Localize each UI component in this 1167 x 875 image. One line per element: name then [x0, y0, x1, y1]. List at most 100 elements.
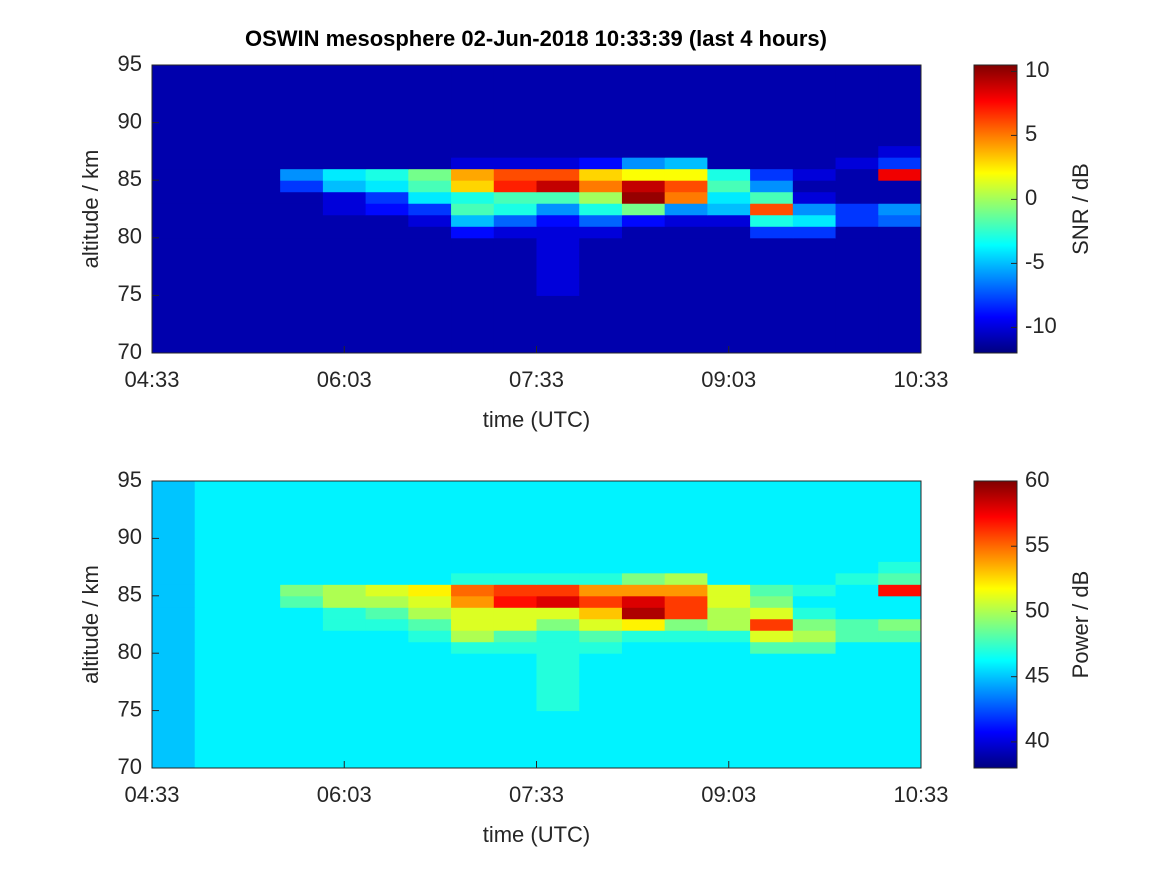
heatmap-cell [664, 641, 708, 654]
heatmap-cell [835, 584, 879, 597]
heatmap-cell [878, 65, 922, 124]
heatmap-cell [280, 595, 324, 608]
heatmap-cell [664, 538, 708, 562]
heatmap-cell [579, 653, 623, 712]
x-tick-label: 07:33 [509, 367, 564, 392]
heatmap-cell [365, 584, 409, 597]
heatmap-cell [237, 180, 281, 193]
heatmap-cell [322, 481, 367, 539]
heatmap-cell [237, 168, 281, 181]
heatmap-cell [451, 122, 495, 147]
heatmap-cell [408, 191, 452, 204]
heatmap-cell [835, 595, 879, 608]
heatmap-cell [451, 65, 495, 124]
heatmap-cell [280, 653, 324, 712]
colorbar-tick-label: 40 [1025, 728, 1049, 753]
heatmap-cell [707, 157, 751, 170]
heatmap-cell [365, 618, 409, 631]
heatmap-cell [152, 641, 196, 654]
heatmap-cell [835, 145, 879, 158]
heatmap-cell [835, 561, 879, 574]
heatmap-cell [579, 203, 623, 216]
heatmap-cell [493, 157, 537, 170]
heatmap-cell [365, 607, 409, 620]
heatmap-cell [408, 607, 452, 620]
heatmap-cell [835, 630, 879, 643]
chart-title: OSWIN mesosphere 02-Jun-2018 10:33:39 (l… [245, 26, 827, 51]
heatmap-cell [322, 203, 367, 216]
heatmap-cell [536, 481, 580, 539]
heatmap-cell [322, 226, 367, 239]
heatmap-cell [194, 481, 238, 539]
heatmap-cell [750, 572, 794, 585]
heatmap-cell [280, 572, 324, 585]
y-tick-label: 75 [118, 281, 142, 306]
heatmap-cell [792, 203, 837, 216]
heatmap-cell [152, 538, 196, 562]
heatmap-cell [664, 226, 708, 239]
heatmap-cell [579, 226, 623, 239]
heatmap-cell [664, 237, 708, 296]
heatmap-cell [878, 122, 922, 147]
heatmap-cell [621, 595, 666, 608]
heatmap-cell [750, 561, 794, 574]
heatmap-cell [579, 572, 623, 585]
heatmap-cell [792, 618, 837, 631]
heatmap-cell [365, 191, 409, 204]
heatmap-cell [237, 630, 281, 643]
heatmap-cell [792, 157, 837, 170]
heatmap-cell [194, 630, 238, 643]
heatmap-cell [451, 481, 495, 539]
heatmap-cell [707, 295, 751, 354]
heatmap-cell [408, 180, 452, 193]
heatmap-cell [750, 168, 794, 181]
heatmap-cell [322, 168, 367, 181]
heatmap-cell [280, 641, 324, 654]
heatmap-cell [152, 214, 196, 227]
heatmap-cell [408, 203, 452, 216]
heatmap-cell [408, 618, 452, 631]
heatmap-cell [792, 561, 837, 574]
heatmap-cell [451, 157, 495, 170]
heatmap-cell [878, 630, 922, 643]
heatmap-cell [707, 572, 751, 585]
heatmap-cell [835, 538, 879, 562]
heatmap-cell [579, 618, 623, 631]
heatmap-cell [792, 538, 837, 562]
heatmap-cell [750, 122, 794, 147]
heatmap-cell [835, 653, 879, 712]
heatmap-cell [365, 168, 409, 181]
heatmap-cell [792, 180, 837, 193]
colorbar-tick-label: -10 [1025, 313, 1057, 338]
heatmap-cell [792, 65, 837, 124]
heatmap-cell [621, 561, 666, 574]
heatmap-cell [621, 607, 666, 620]
heatmap-cell [878, 180, 922, 193]
heatmap-cell [493, 618, 537, 631]
heatmap-cell [835, 180, 879, 193]
heatmap-cell [194, 122, 238, 147]
heatmap-cell [237, 122, 281, 147]
heatmap-cell [579, 65, 623, 124]
heatmap-cell [451, 226, 495, 239]
heatmap-cell [707, 653, 751, 712]
heatmap-cell [621, 618, 666, 631]
heatmap-cell [493, 538, 537, 562]
heatmap-cell [750, 710, 794, 769]
heatmap-cell [451, 295, 495, 354]
heatmap-cell [365, 203, 409, 216]
heatmap-cell [237, 561, 281, 574]
heatmap-cell [365, 122, 409, 147]
heatmap-cell [707, 203, 751, 216]
heatmap-cell [792, 168, 837, 181]
heatmap-cell [194, 538, 238, 562]
heatmap-cell [664, 584, 708, 597]
heatmap-cell [835, 65, 879, 124]
heatmap-cell [152, 584, 196, 597]
heatmap-cell [280, 226, 324, 239]
heatmap-cell [237, 607, 281, 620]
heatmap-cell [322, 641, 367, 654]
heatmap-cell [493, 237, 537, 296]
heatmap-cell [792, 653, 837, 712]
